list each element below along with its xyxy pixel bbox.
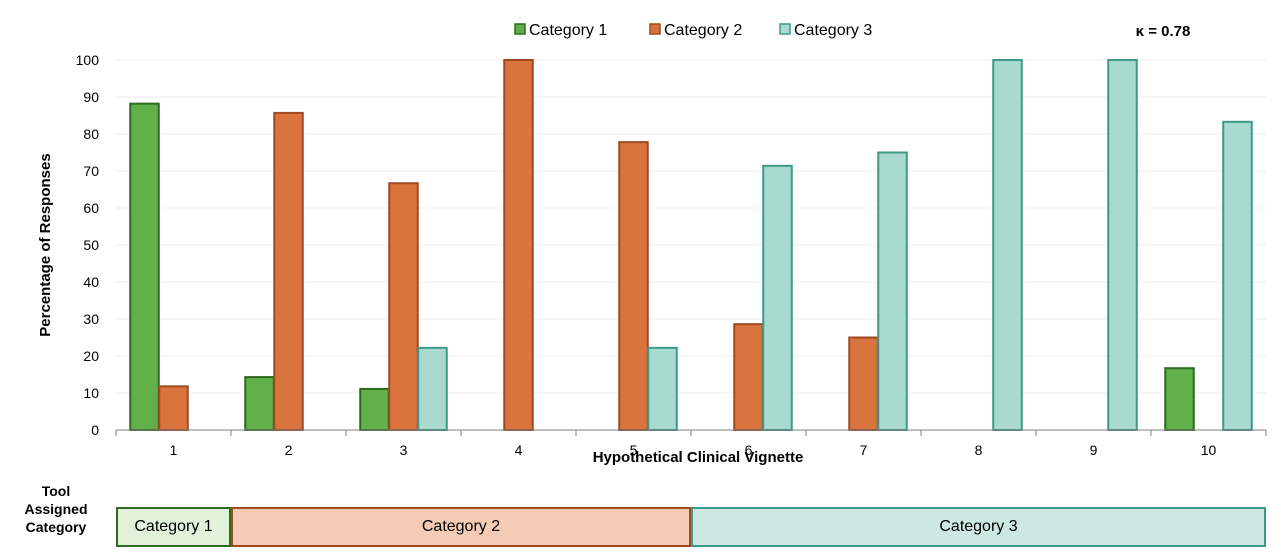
tool-assigned-label-line: Tool — [0, 482, 112, 500]
tool-assigned-segment: Category 1 — [116, 507, 231, 547]
bar-category-3 — [1223, 122, 1252, 430]
legend: Category 1 Category 2 Category 3 — [515, 22, 872, 39]
x-tick-label: 9 — [1090, 442, 1098, 458]
legend-label: Category 1 — [529, 22, 607, 39]
y-tick-label: 30 — [83, 311, 99, 327]
kappa-annotation: κ = 0.78 — [1136, 23, 1191, 40]
x-tick-label: 7 — [860, 442, 868, 458]
bar-category-2 — [849, 338, 878, 431]
x-tick-label: 8 — [975, 442, 983, 458]
x-tick-label: 10 — [1201, 442, 1217, 458]
y-tick-label: 50 — [83, 237, 99, 253]
y-tick-label: 100 — [76, 52, 100, 68]
y-tick-label: 10 — [83, 385, 99, 401]
bar-category-3 — [763, 166, 792, 430]
bar-category-2 — [619, 142, 648, 430]
legend-swatch — [780, 24, 790, 34]
legend-swatch — [650, 24, 660, 34]
legend-label: Category 2 — [664, 22, 742, 39]
tool-assigned-segment: Category 2 — [231, 507, 691, 547]
y-tick-label: 40 — [83, 274, 99, 290]
y-axis-title: Percentage of Responses — [37, 153, 54, 336]
y-tick-label: 20 — [83, 348, 99, 364]
bar-category-2 — [389, 183, 418, 430]
tool-assigned-segment: Category 3 — [691, 507, 1266, 547]
tool-assigned-label: Tool Assigned Category — [0, 482, 112, 536]
bar-category-3 — [993, 60, 1022, 430]
legend-swatch — [515, 24, 525, 34]
x-tick-label: 3 — [400, 442, 408, 458]
bar-category-3 — [878, 153, 907, 431]
y-tick-label: 90 — [83, 89, 99, 105]
bar-category-2 — [274, 113, 303, 430]
bar-category-1 — [360, 389, 389, 430]
bar-category-2 — [734, 324, 763, 430]
y-tick-label: 60 — [83, 200, 99, 216]
bar-category-1 — [130, 104, 159, 430]
tool-assigned-label-line: Category — [0, 518, 112, 536]
bar-category-3 — [648, 348, 677, 430]
y-tick-label: 0 — [91, 422, 99, 438]
bar-category-3 — [418, 348, 447, 430]
bar-category-1 — [1165, 368, 1194, 430]
bar-category-3 — [1108, 60, 1137, 430]
bar-category-2 — [504, 60, 533, 430]
legend-label: Category 3 — [794, 22, 872, 39]
x-axis-title: Hypothetical Clinical Vignette — [593, 449, 804, 466]
bar-category-1 — [245, 377, 274, 430]
x-tick-label: 2 — [285, 442, 293, 458]
x-tick-label: 1 — [170, 442, 178, 458]
bar-category-2 — [159, 386, 188, 430]
tool-assigned-label-line: Assigned — [0, 500, 112, 518]
y-tick-label: 70 — [83, 163, 99, 179]
x-tick-label: 4 — [515, 442, 523, 458]
y-tick-label: 80 — [83, 126, 99, 142]
